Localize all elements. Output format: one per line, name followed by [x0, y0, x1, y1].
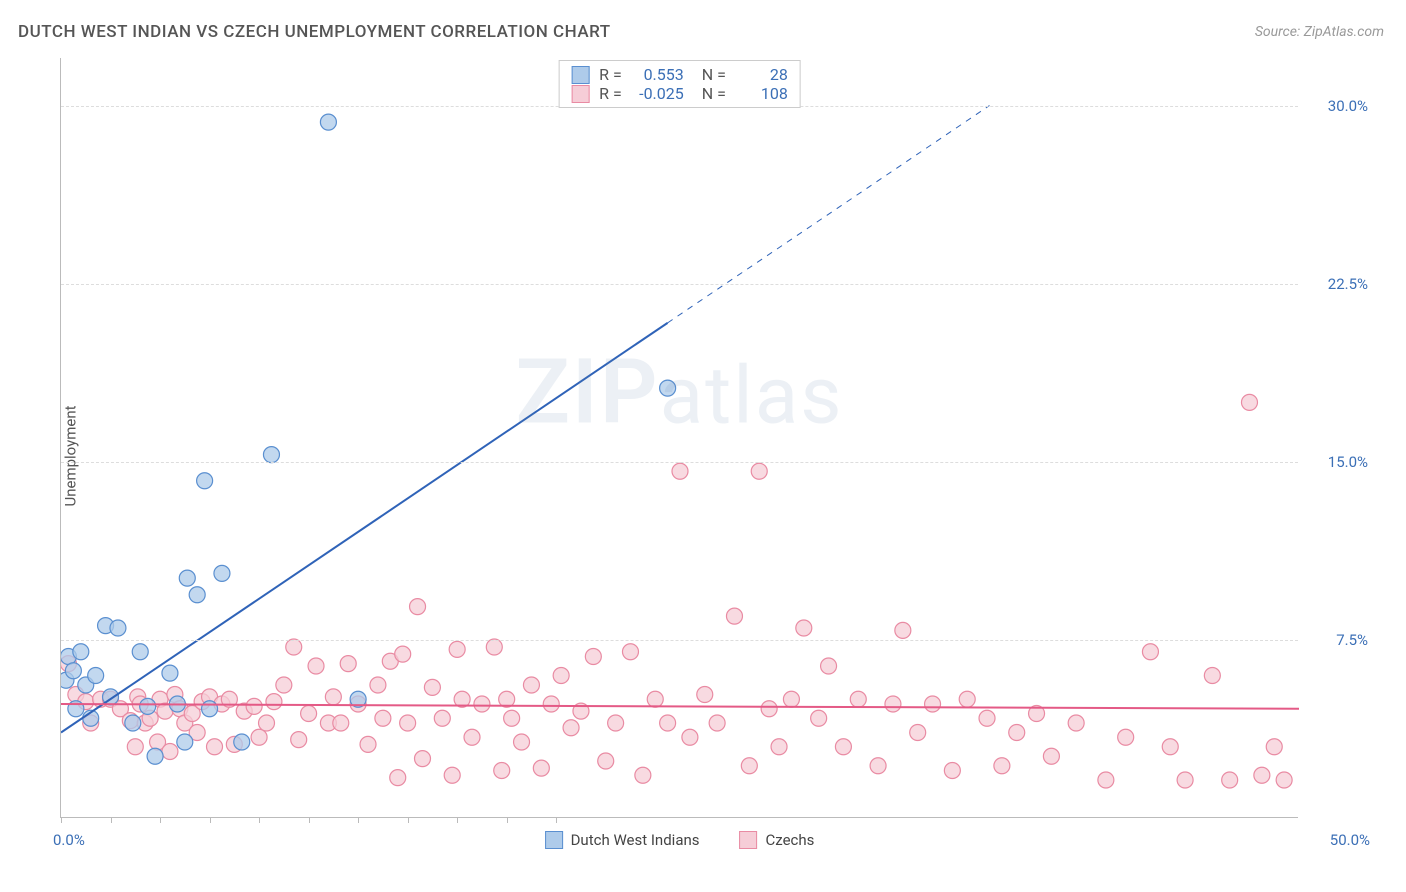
legend-label-0: Dutch West Indians	[571, 831, 700, 849]
plot-area: ZIPatlas R =0.553 N =28 R =-0.025 N =108…	[60, 58, 1298, 818]
legend-label-1: Czechs	[766, 831, 815, 849]
legend-item-0: Dutch West Indians	[545, 831, 700, 849]
y-tick-label: 30.0%	[1328, 97, 1368, 115]
plot-container: Unemployment ZIPatlas R =0.553 N =28 R =…	[50, 58, 1380, 854]
x-tick	[556, 817, 557, 823]
x-tick	[457, 817, 458, 823]
x-axis-min-label: 0.0%	[53, 831, 85, 849]
swatch-series-1	[571, 85, 589, 103]
gridline	[61, 640, 1298, 641]
x-tick	[111, 817, 112, 823]
x-tick	[309, 817, 310, 823]
x-tick	[358, 817, 359, 823]
x-axis-max-label: 50.0%	[1330, 831, 1370, 849]
source-label: Source: ZipAtlas.com	[1255, 24, 1384, 40]
legend-swatch-0	[545, 831, 563, 849]
stats-row-series-1: R =-0.025 N =108	[571, 84, 788, 103]
x-tick	[160, 817, 161, 823]
x-tick	[259, 817, 260, 823]
x-tick	[61, 817, 62, 823]
x-tick	[507, 817, 508, 823]
legend-item-1: Czechs	[740, 831, 815, 849]
x-tick	[210, 817, 211, 823]
chart-title: DUTCH WEST INDIAN VS CZECH UNEMPLOYMENT …	[18, 22, 611, 42]
bottom-legend: Dutch West Indians Czechs	[545, 831, 815, 849]
gridline	[61, 462, 1298, 463]
gridline	[61, 284, 1298, 285]
swatch-series-0	[571, 66, 589, 84]
y-tick-label: 22.5%	[1328, 275, 1368, 293]
y-tick-label: 15.0%	[1328, 453, 1368, 471]
x-tick	[408, 817, 409, 823]
chart-svg	[61, 58, 1299, 818]
stats-row-series-0: R =0.553 N =28	[571, 65, 788, 84]
legend-swatch-1	[740, 831, 758, 849]
y-tick-label: 7.5%	[1336, 631, 1368, 649]
stats-legend: R =0.553 N =28 R =-0.025 N =108	[558, 60, 801, 108]
